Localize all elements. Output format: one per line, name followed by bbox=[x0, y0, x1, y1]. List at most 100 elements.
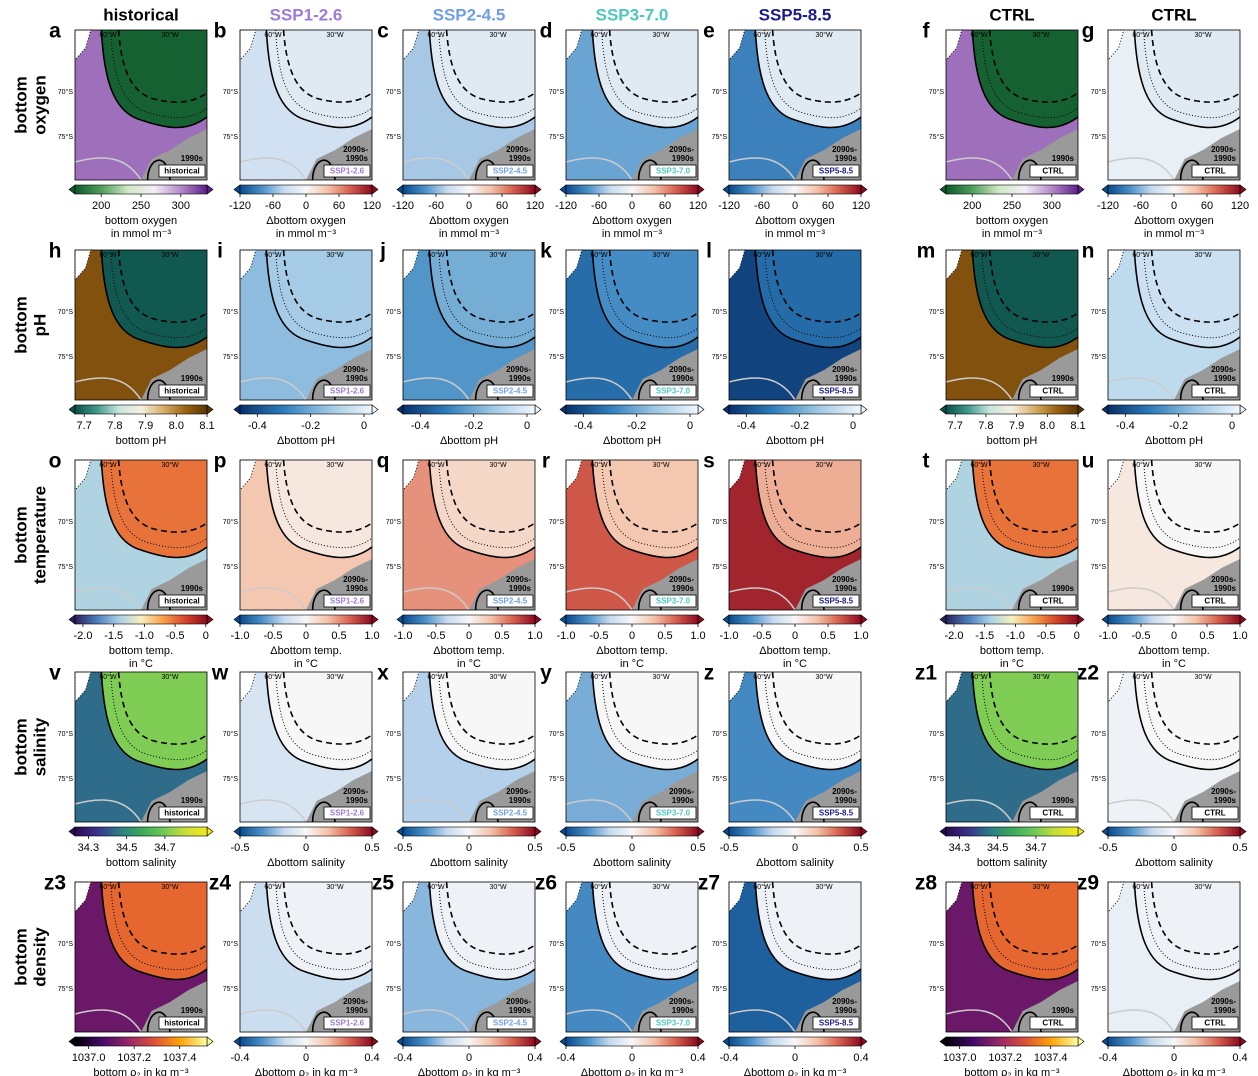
tag-box bbox=[812, 594, 860, 608]
lat-label: 75°S bbox=[549, 563, 565, 571]
lon-label: 30°W bbox=[489, 461, 507, 469]
slope-contour bbox=[1133, 881, 1241, 981]
ice-front bbox=[74, 1009, 142, 1033]
lat-label: 70°S bbox=[549, 308, 565, 316]
lat-label: 75°S bbox=[1091, 353, 1107, 361]
dotted-contour bbox=[275, 459, 373, 549]
colorbar bbox=[74, 826, 208, 837]
scenario-tag: SSP1-2.6 bbox=[330, 167, 365, 176]
map-frame bbox=[1107, 881, 1241, 1033]
dotted-contour bbox=[275, 29, 373, 119]
dashed-contour bbox=[608, 671, 699, 745]
colorbar-tick-label: 0.5 bbox=[853, 842, 868, 854]
colorbar-tick-label: -1.0 bbox=[720, 630, 739, 642]
ice-front bbox=[402, 799, 470, 823]
colorbar bbox=[239, 614, 373, 625]
row-label: bottom bbox=[11, 928, 30, 986]
panel-letter: j bbox=[379, 240, 386, 263]
colorbar bbox=[239, 404, 373, 415]
period-label: 2090s- bbox=[832, 365, 857, 374]
colorbar-tick-label: 0 bbox=[629, 630, 635, 642]
lat-label: 70°S bbox=[223, 730, 239, 738]
colorbar-tick-label: 1037.0 bbox=[72, 1052, 106, 1064]
map-panel: c 60°W 30°W 70°S 75°S 2090s-1990s SSP2-4.5 -120… bbox=[377, 20, 544, 240]
tag-box bbox=[158, 384, 206, 398]
scenario-tag: SSP2-4.5 bbox=[493, 809, 528, 818]
ice-front bbox=[1107, 157, 1175, 181]
map-frame bbox=[1107, 459, 1241, 611]
colorbar-label: Δbottom pH bbox=[766, 435, 824, 447]
colorbar-tick-label: 7.9 bbox=[1009, 420, 1024, 432]
map-panel: z5 60°W 30°W 70°S 75°S 2090s-1990s SSP2-4.5 -0.… bbox=[372, 872, 543, 1076]
colorbar-tick-label: 0.4 bbox=[527, 1052, 542, 1064]
period-label: 1990s bbox=[835, 154, 858, 163]
panel-letter: t bbox=[923, 450, 930, 473]
tag-box bbox=[158, 1016, 206, 1030]
colorbar-extend bbox=[68, 614, 76, 625]
dashed-contour bbox=[282, 249, 373, 323]
slope-contour bbox=[591, 881, 699, 981]
map-panel: n 60°W 30°W 70°S 75°S 2090s-1990s CTRL -0.4 -0.2… bbox=[1082, 240, 1247, 447]
colorbar-extend bbox=[1077, 614, 1085, 625]
colorbar-extend bbox=[371, 1036, 379, 1047]
lon-label: 30°W bbox=[815, 251, 833, 259]
panel-letter: f bbox=[923, 20, 931, 43]
lon-label: 60°W bbox=[264, 251, 282, 259]
tag-box bbox=[649, 806, 697, 820]
shelf-field bbox=[1108, 882, 1240, 1032]
lat-label: 75°S bbox=[1091, 133, 1107, 141]
colorbar-tick-label: 0 bbox=[303, 842, 309, 854]
column-title: SSP5-8.5 bbox=[759, 5, 832, 24]
lat-label: 70°S bbox=[1091, 88, 1107, 96]
ice-front bbox=[239, 1009, 307, 1033]
row-label: density bbox=[30, 927, 49, 987]
dotted-contour bbox=[981, 881, 1079, 971]
shelf-field bbox=[240, 30, 372, 180]
period-label: 2090s- bbox=[669, 365, 694, 374]
panel-letter: b bbox=[214, 20, 227, 43]
slope-contour bbox=[971, 249, 1079, 349]
panel-letter: q bbox=[377, 450, 390, 473]
tag-box bbox=[158, 164, 206, 178]
colorbar-tick-label: -0.5 bbox=[1037, 630, 1056, 642]
map-frame bbox=[239, 29, 373, 181]
colorbar-label: in °C bbox=[1000, 658, 1024, 670]
lat-label: 70°S bbox=[1091, 308, 1107, 316]
dashed-contour bbox=[1150, 29, 1241, 103]
colorbar-tick-label: -0.4 bbox=[737, 420, 756, 432]
scenario-tag: SSP3-7.0 bbox=[656, 597, 691, 606]
lon-label: 30°W bbox=[1194, 461, 1212, 469]
colorbar-extend bbox=[1239, 826, 1247, 837]
lon-label: 60°W bbox=[970, 461, 988, 469]
colorbar-tick-label: 300 bbox=[1043, 200, 1061, 212]
lon-label: 60°W bbox=[99, 461, 117, 469]
colorbar-extend bbox=[697, 826, 705, 837]
colorbar-tick-label: -0.2 bbox=[464, 420, 483, 432]
colorbar-extend bbox=[860, 184, 868, 195]
scenario-tag: SSP3-7.0 bbox=[656, 387, 691, 396]
row-label: temperature bbox=[30, 486, 49, 584]
lon-label: 60°W bbox=[1132, 31, 1150, 39]
map-panel: u 60°W 30°W 70°S 75°S 2090s-1990s CTRL -1.0 -0.5… bbox=[1082, 450, 1248, 670]
colorbar-extend bbox=[939, 404, 947, 415]
map-frame bbox=[945, 671, 1079, 823]
tag-box bbox=[486, 806, 534, 820]
lat-label: 75°S bbox=[386, 133, 402, 141]
lat-label: 75°S bbox=[58, 563, 74, 571]
lon-label: 30°W bbox=[652, 673, 670, 681]
map-panel: z8 60°W 30°W 70°S 75°S 1990s CTRL 1037.0 1037.2 1… bbox=[915, 872, 1085, 1076]
colorbar-extend bbox=[1239, 1036, 1247, 1047]
colorbar-tick-label: 1.0 bbox=[527, 630, 542, 642]
scenario-tag: SSP2-4.5 bbox=[493, 167, 528, 176]
column-title: CTRL bbox=[989, 5, 1034, 24]
period-label: 2090s- bbox=[506, 575, 531, 584]
dotted-contour bbox=[601, 459, 699, 549]
lon-label: 60°W bbox=[99, 31, 117, 39]
colorbar-tick-label: -120 bbox=[229, 200, 251, 212]
shelf-field bbox=[403, 30, 535, 180]
lat-label: 75°S bbox=[549, 775, 565, 783]
period-label: 1990s bbox=[672, 796, 695, 805]
colorbar-tick-label: 60 bbox=[822, 200, 834, 212]
tag-box bbox=[1029, 806, 1077, 820]
dashed-contour bbox=[282, 29, 373, 103]
